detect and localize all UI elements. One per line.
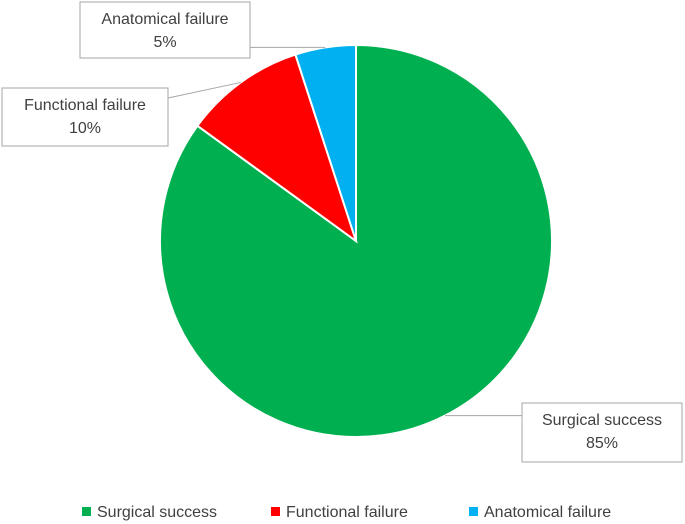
data-label-value: 5% — [153, 34, 176, 51]
label-box — [1, 87, 169, 147]
pie-slice — [196, 53, 358, 244]
legend-marker — [82, 507, 91, 516]
legend-label: Anatomical failure — [484, 504, 611, 521]
data-label-value: 10% — [69, 120, 101, 137]
data-label-category: Surgical success — [542, 412, 662, 429]
legend-marker — [469, 507, 478, 516]
legend-label: Surgical success — [97, 504, 217, 521]
label-box — [521, 402, 683, 463]
pie-slice — [294, 43, 357, 242]
label-box — [79, 1, 251, 59]
legend-marker — [271, 507, 280, 516]
data-label-category: Functional failure — [24, 97, 146, 114]
data-label-category: Anatomical failure — [101, 11, 228, 28]
data-label-value: 85% — [586, 435, 618, 452]
legend-label: Functional failure — [286, 504, 408, 521]
leader-line — [167, 81, 241, 99]
